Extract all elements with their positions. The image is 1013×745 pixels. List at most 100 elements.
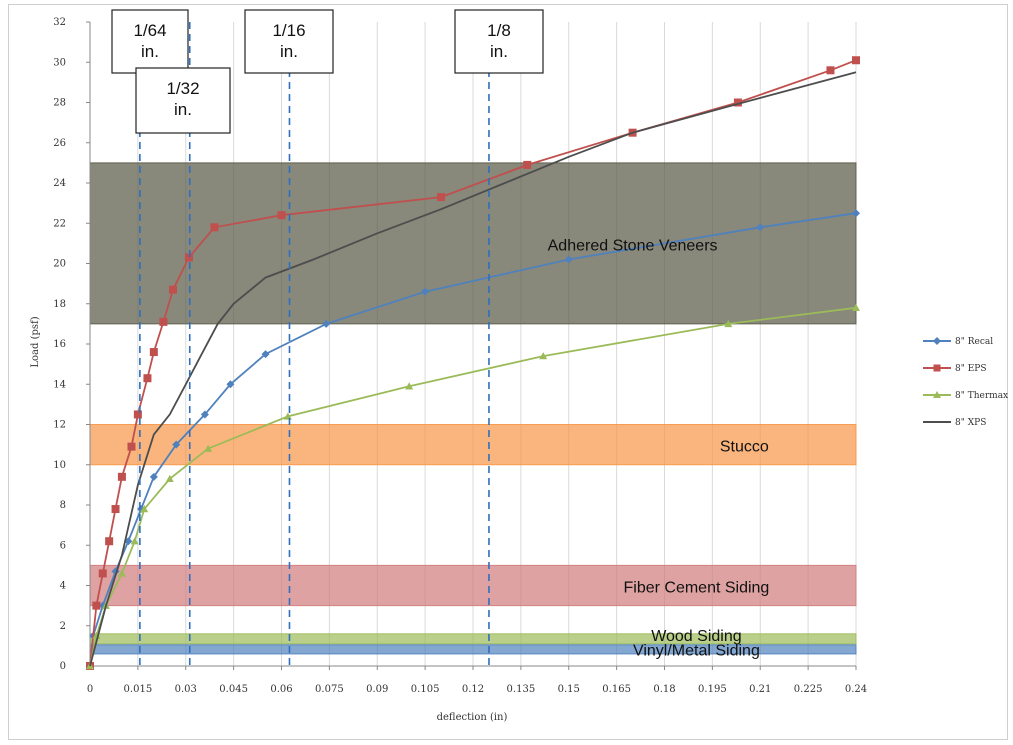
x-tick-label: 0.12 — [462, 684, 484, 695]
data-point — [405, 382, 414, 390]
y-tick-label: 28 — [53, 98, 66, 109]
band-label: Adhered Stone Veneers — [548, 238, 718, 255]
x-tick-label: 0 — [87, 684, 93, 695]
data-point — [105, 537, 114, 546]
y-tick-label: 14 — [53, 379, 66, 390]
band-label: Fiber Cement Siding — [623, 580, 769, 597]
data-point — [261, 350, 270, 359]
y-tick-label: 18 — [53, 299, 66, 310]
data-point — [172, 440, 181, 449]
callout-unit: in. — [280, 42, 298, 61]
x-tick-label: 0.03 — [175, 684, 197, 695]
x-tick-label: 0.045 — [219, 684, 248, 695]
data-point — [277, 211, 286, 220]
legend-label: 8" EPS — [955, 364, 987, 374]
callout-unit: in. — [490, 42, 508, 61]
y-tick-label: 10 — [53, 460, 66, 471]
legend-marker — [933, 337, 941, 345]
x-tick-label: 0.165 — [602, 684, 631, 695]
legend-label: 8" Thermax — [955, 391, 1008, 401]
callout-unit: in. — [141, 42, 159, 61]
band-label: Wood Siding — [651, 628, 741, 645]
legend-marker — [933, 391, 941, 398]
data-point — [852, 56, 860, 65]
series-line — [89, 212, 857, 667]
y-tick-label: 30 — [53, 57, 66, 68]
callout-box — [244, 9, 334, 74]
data-point — [283, 412, 292, 420]
y-tick-label: 26 — [53, 138, 66, 149]
legend-label: 8" XPS — [955, 418, 986, 428]
data-point — [756, 223, 765, 232]
callout-box — [454, 9, 544, 74]
y-tick-label: 2 — [60, 621, 66, 632]
data-point — [322, 319, 331, 328]
band — [89, 162, 857, 325]
data-point — [733, 98, 742, 107]
x-tick-label: 0.075 — [315, 684, 344, 695]
legend: 8" Recal 8" EPS 8" Thermax 8" XPS — [923, 337, 1008, 428]
data-point — [210, 223, 219, 232]
data-point — [168, 285, 177, 294]
data-point — [117, 472, 126, 481]
x-tick-label: 0.18 — [653, 684, 675, 695]
series-line — [89, 71, 857, 667]
data-point — [149, 472, 158, 481]
y-tick-label: 24 — [53, 178, 66, 189]
band-label: Vinyl/Metal Siding — [633, 642, 760, 659]
data-point — [140, 505, 149, 513]
y-tick-label: 32 — [53, 17, 66, 28]
y-tick-label: 8 — [60, 500, 66, 511]
x-tick-label: 0.225 — [794, 684, 823, 695]
data-point — [133, 410, 142, 419]
data-point — [159, 317, 168, 326]
y-axis-title: Load (psf) — [30, 316, 41, 367]
x-tick-label: 0.24 — [845, 684, 867, 695]
x-tick-label: 0.15 — [558, 684, 580, 695]
data-point — [127, 442, 136, 451]
data-point — [165, 474, 174, 483]
data-point — [826, 66, 835, 75]
data-point — [149, 348, 158, 357]
y-tick-label: 22 — [53, 218, 66, 229]
legend-marker — [933, 364, 941, 372]
data-point — [184, 253, 193, 262]
data-point — [200, 410, 209, 419]
data-point — [437, 193, 446, 202]
data-point — [421, 287, 430, 296]
y-tick-label: 16 — [53, 339, 66, 350]
data-point — [539, 352, 548, 360]
y-tick-label: 4 — [60, 581, 66, 592]
data-point — [98, 569, 107, 578]
data-point — [143, 374, 152, 383]
data-point — [92, 601, 101, 610]
callout-box — [111, 9, 189, 74]
x-tick-label: 0.135 — [507, 684, 536, 695]
data-point — [852, 209, 860, 218]
x-tick-label: 0.195 — [698, 684, 727, 695]
callout-label: 1/16 — [272, 21, 305, 40]
reference-line-layer: 1/64 in. 1/32 in. 1/16 in. 1/8 in. — [111, 9, 544, 666]
band — [89, 564, 857, 607]
callout-box — [135, 67, 231, 134]
y-tick-label: 12 — [53, 420, 66, 431]
data-point — [204, 444, 213, 452]
data-point — [111, 505, 120, 514]
data-point — [117, 569, 126, 577]
y-tick-label: 0 — [60, 661, 66, 672]
data-point — [564, 255, 573, 264]
series-layer: Adhered Stone Veneers Stucco Fiber Cement … — [86, 56, 860, 670]
data-point — [523, 160, 532, 169]
x-tick-label: 0.105 — [411, 684, 440, 695]
band-label: Stucco — [720, 439, 769, 456]
y-tick-label: 20 — [53, 259, 66, 270]
callout-label: 1/64 — [133, 21, 166, 40]
data-point — [226, 380, 235, 389]
callout-label: 1/32 — [166, 79, 199, 98]
x-tick-label: 0.21 — [749, 684, 771, 695]
data-point — [137, 505, 146, 514]
data-point — [724, 319, 733, 328]
data-point — [130, 537, 139, 545]
x-tick-label: 0.06 — [270, 684, 292, 695]
